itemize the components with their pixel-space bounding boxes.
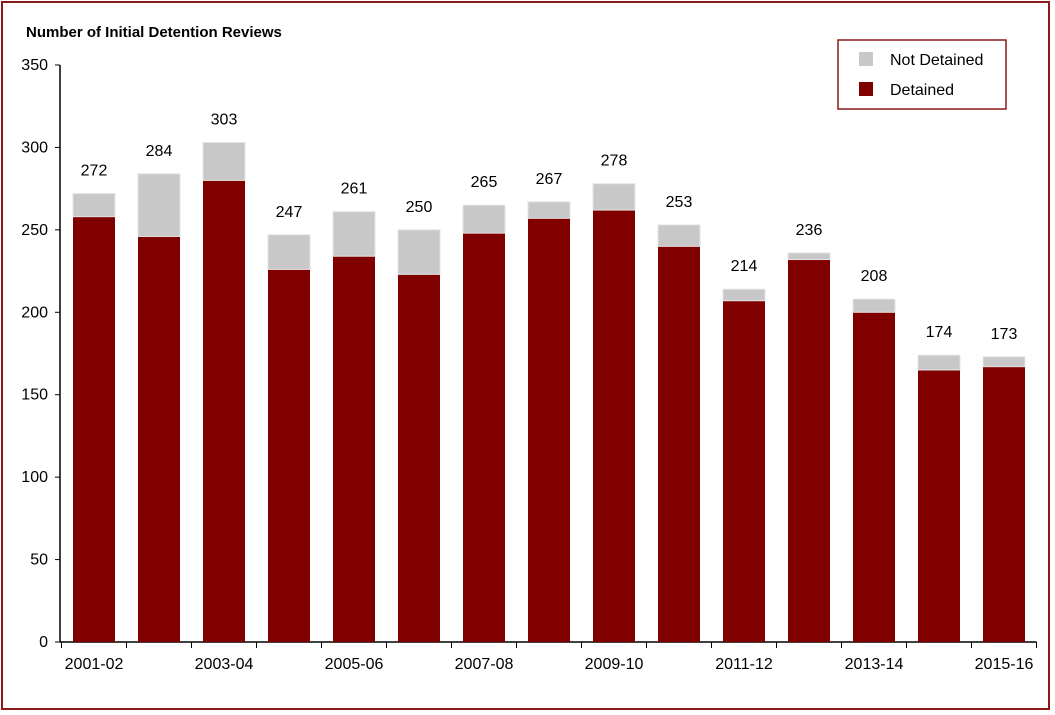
- total-data-label: 208: [861, 268, 888, 285]
- bar-detained: [853, 312, 895, 642]
- bar-not-detained: [462, 204, 506, 234]
- total-data-label: 284: [146, 143, 173, 160]
- bar-detained: [463, 233, 505, 642]
- x-tick-label: 2011-12: [715, 656, 773, 673]
- total-data-label: 278: [601, 153, 628, 170]
- bar-not-detained: [202, 141, 246, 181]
- bar-detained: [398, 274, 440, 642]
- bar-not-detained: [397, 229, 441, 275]
- x-tick-label: 2013-14: [845, 656, 904, 673]
- bar-detained: [203, 180, 245, 642]
- legend-swatch-not-detained: [859, 52, 873, 66]
- bar-not-detained: [657, 224, 701, 247]
- bar-detained: [138, 236, 180, 643]
- total-data-label: 174: [926, 324, 953, 341]
- y-tick-label: 350: [21, 57, 48, 74]
- bar-detained: [723, 300, 765, 642]
- bar-not-detained: [72, 193, 116, 218]
- legend-swatch-detained: [859, 82, 873, 96]
- legend-label-not-detained: Not Detained: [890, 52, 983, 69]
- bar-detained: [658, 246, 700, 643]
- legend-label-detained: Detained: [890, 82, 954, 99]
- total-data-label: 236: [796, 222, 823, 239]
- bar-not-detained: [527, 201, 571, 219]
- bar-detained: [333, 256, 375, 642]
- bar-not-detained: [722, 288, 766, 302]
- bar-not-detained: [137, 173, 181, 237]
- bar-detained: [788, 259, 830, 642]
- bar-detained: [983, 366, 1025, 642]
- bar-detained: [918, 369, 960, 642]
- total-data-label: 250: [406, 199, 433, 216]
- bar-not-detained: [787, 252, 831, 261]
- total-data-label: 265: [471, 174, 498, 191]
- total-data-label: 272: [81, 163, 108, 180]
- y-tick-label: 50: [30, 552, 48, 569]
- total-data-label: 267: [536, 171, 563, 188]
- y-tick-label: 100: [21, 469, 48, 486]
- bar-not-detained: [592, 183, 636, 211]
- x-tick-label: 2005-06: [325, 656, 384, 673]
- chart-title: Number of Initial Detention Reviews: [26, 24, 282, 41]
- bar-detained: [73, 216, 115, 642]
- x-tick-label: 2001-02: [65, 656, 124, 673]
- total-data-label: 247: [276, 204, 303, 221]
- y-tick-label: 250: [21, 222, 48, 239]
- bar-detained: [528, 218, 570, 642]
- total-data-label: 303: [211, 111, 238, 128]
- bar-not-detained: [917, 354, 961, 371]
- y-tick-label: 300: [21, 139, 48, 156]
- x-tick-label: 2007-08: [455, 656, 514, 673]
- y-tick-label: 0: [39, 634, 48, 651]
- bar-not-detained: [267, 234, 311, 270]
- legend-box: [837, 39, 1007, 110]
- total-data-label: 261: [341, 181, 368, 198]
- bar-not-detained: [852, 298, 896, 313]
- y-tick-label: 150: [21, 387, 48, 404]
- bar-detained: [268, 269, 310, 642]
- x-tick-label: 2015-16: [975, 656, 1034, 673]
- total-data-label: 214: [731, 258, 758, 275]
- x-tick-label: 2003-04: [195, 656, 254, 673]
- y-tick-label: 200: [21, 304, 48, 321]
- bar-detained: [593, 210, 635, 642]
- total-data-label: 173: [991, 326, 1018, 343]
- total-data-label: 253: [666, 194, 693, 211]
- x-tick-label: 2009-10: [585, 656, 644, 673]
- bar-not-detained: [982, 356, 1026, 368]
- bar-not-detained: [332, 211, 376, 257]
- legend: Not Detained Detained: [837, 39, 1007, 110]
